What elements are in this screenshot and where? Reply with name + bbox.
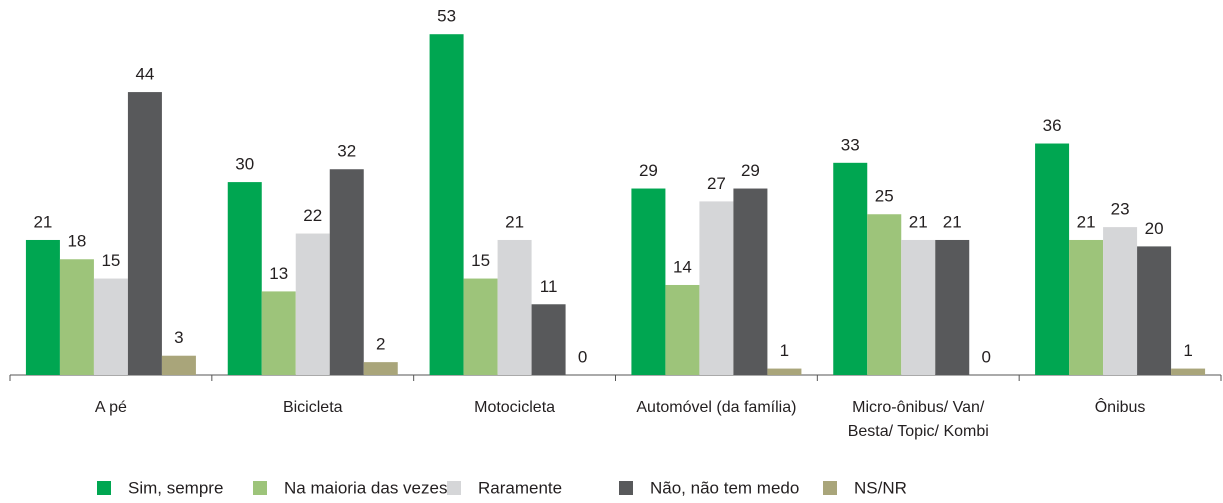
bar (25, 239, 60, 375)
legend-label: Raramente (478, 478, 562, 497)
bar (363, 362, 398, 375)
data-label: 2 (376, 335, 385, 354)
x-tick-label: Micro-ônibus/ Van/ Besta/ Topic/ Kombi (847, 399, 989, 440)
bar (1103, 227, 1138, 375)
data-label: 21 (505, 212, 524, 231)
bar (867, 214, 902, 375)
legend-swatch (253, 481, 267, 495)
x-tick-label: A pé (94, 399, 127, 416)
data-label: 20 (1145, 219, 1164, 238)
data-label: 18 (67, 232, 86, 251)
legend-label: Na maioria das vezes (284, 478, 447, 497)
bar (901, 239, 936, 375)
data-label: 53 (437, 7, 456, 26)
data-label: 25 (875, 187, 894, 206)
data-label: 21 (1077, 212, 1096, 231)
bar (497, 239, 532, 375)
bar (93, 278, 128, 375)
bar (935, 239, 970, 375)
data-label: 0 (578, 347, 587, 366)
legend-swatch (97, 481, 111, 495)
data-label: 30 (235, 155, 254, 174)
data-label: 1 (780, 341, 789, 360)
data-label: 21 (33, 212, 52, 231)
bar (1171, 368, 1206, 375)
data-label: 21 (943, 212, 962, 231)
bar (631, 188, 666, 375)
data-label: 29 (639, 161, 658, 180)
bar (699, 201, 734, 375)
x-tick-label: Ônibus (1094, 399, 1146, 416)
legend-label: NS/NR (854, 478, 907, 497)
bar (161, 355, 196, 375)
x-tick-label: Motocicleta (474, 399, 556, 416)
bar (767, 368, 802, 375)
bar (127, 92, 162, 375)
data-label: 13 (269, 264, 288, 283)
bar (1069, 239, 1104, 375)
data-label: 23 (1111, 200, 1130, 219)
bar (261, 291, 296, 375)
bar (227, 182, 262, 375)
data-label: 29 (741, 161, 760, 180)
bar (329, 169, 364, 375)
data-label: 27 (707, 174, 726, 193)
bar (1035, 143, 1070, 375)
x-tick-label: Automóvel (da família) (636, 399, 797, 416)
x-tick-label: Bicicleta (282, 399, 343, 416)
data-label: 33 (841, 135, 860, 154)
data-label: 32 (337, 142, 356, 161)
bar (295, 233, 330, 375)
legend-label: Sim, sempre (128, 478, 223, 497)
data-label: 15 (471, 251, 490, 270)
data-label: 36 (1043, 116, 1062, 135)
data-label: 0 (982, 347, 991, 366)
bar (1137, 246, 1172, 375)
legend-swatch (447, 481, 461, 495)
legend-label: Não, não tem medo (650, 478, 799, 497)
bar (429, 34, 464, 376)
data-label: 21 (909, 212, 928, 231)
data-label: 3 (174, 328, 183, 347)
data-label: 11 (540, 277, 558, 296)
data-label: 15 (101, 251, 120, 270)
data-label: 22 (303, 206, 322, 225)
bar (59, 259, 94, 375)
bar (531, 304, 566, 375)
legend-swatch (823, 481, 837, 495)
legend-swatch (619, 481, 633, 495)
data-label: 1 (1183, 341, 1192, 360)
bar (833, 162, 868, 375)
bar (733, 188, 768, 375)
bar (665, 284, 700, 375)
bar (463, 278, 498, 375)
data-label: 14 (673, 257, 692, 276)
data-label: 44 (135, 65, 154, 84)
